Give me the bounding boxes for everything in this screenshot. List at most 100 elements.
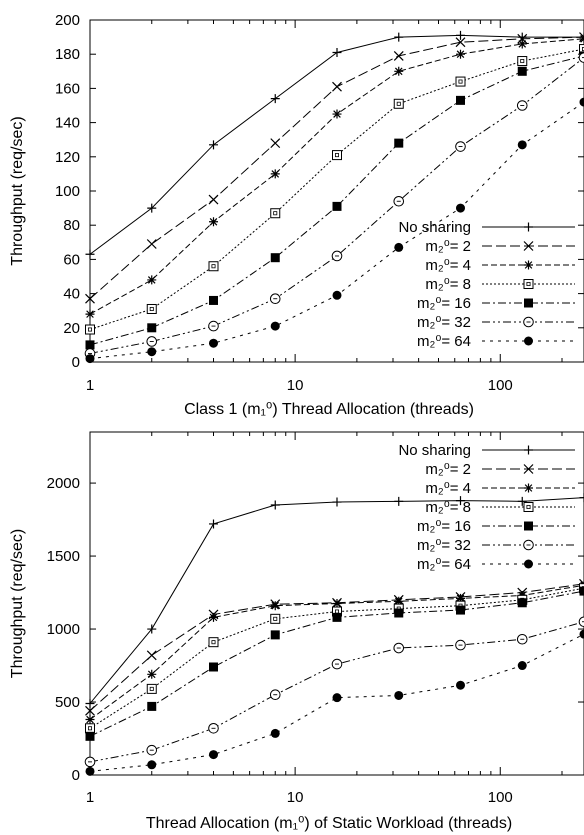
series-4 [85, 51, 584, 350]
data-point [456, 203, 465, 213]
data-point [270, 208, 281, 219]
data-point [456, 30, 465, 40]
series-6 [85, 629, 584, 776]
y-tick-label: 100 [55, 183, 80, 200]
data-point-inner [149, 306, 154, 311]
series-line [90, 633, 584, 772]
data-point [517, 140, 527, 150]
data-point-inner [458, 79, 463, 84]
data-point [147, 760, 157, 770]
y-tick-label: 500 [55, 694, 80, 711]
legend-marker [524, 559, 533, 569]
data-point [517, 56, 528, 67]
data-point [456, 593, 465, 603]
y-tick-label: 120 [55, 149, 80, 166]
series-2 [85, 580, 584, 725]
data-point-inner [520, 59, 525, 64]
series-0 [85, 493, 584, 708]
data-point [394, 596, 404, 606]
data-point [517, 661, 527, 671]
data-point [147, 323, 157, 333]
x-tick-label: 100 [488, 377, 513, 394]
legend-marker [523, 502, 534, 512]
data-point [85, 731, 95, 741]
data-point [147, 669, 157, 679]
series-line [90, 48, 584, 330]
data-point [578, 52, 584, 63]
data-point [85, 705, 95, 716]
data-point [209, 338, 218, 348]
y-tick-label: 2000 [47, 475, 80, 492]
data-point [209, 519, 218, 529]
legend-label: m₂⁰= 4 [425, 257, 471, 274]
series-5 [84, 616, 584, 768]
top-chart: 0 20 40 60 80 100 120 140 160 180 200 1 10 100 Class 1… [9, 12, 584, 418]
data-point [270, 601, 280, 611]
series-line [90, 38, 584, 315]
legend-label: No sharing [398, 442, 471, 459]
y-tick-label: 80 [63, 217, 80, 234]
series-line [90, 34, 584, 255]
data-point [146, 239, 157, 249]
legend: No sharing m₂⁰= 2 m₂⁰= 4 m₂⁰= 8 m₂⁰= 16 m₂⁰= … [398, 219, 575, 350]
data-point [85, 698, 95, 708]
data-point [85, 309, 95, 319]
legend: No sharing m₂⁰= 2 m₂⁰= 4 m₂⁰= 8 m₂⁰= 16 m₂⁰= … [398, 442, 575, 573]
data-point [85, 249, 95, 259]
data-point [579, 44, 584, 55]
series-line [90, 55, 584, 346]
data-point [332, 109, 342, 119]
data-point [579, 629, 584, 639]
data-point [270, 253, 280, 263]
data-point [394, 608, 404, 618]
data-point [394, 138, 404, 148]
series-1 [85, 32, 584, 304]
data-point [455, 37, 466, 48]
data-point [579, 32, 584, 43]
series-2 [85, 34, 584, 319]
data-point-inner [88, 327, 93, 332]
series-4 [85, 586, 584, 741]
data-point [517, 598, 527, 608]
data-point [208, 261, 219, 272]
data-point-inner [149, 686, 154, 691]
x-tick-label: 10 [287, 789, 304, 806]
legend-marker-inner [526, 281, 531, 286]
series-0 [85, 30, 584, 259]
y-tick-label: 1500 [47, 548, 80, 565]
data-point [208, 194, 219, 205]
x-tick-label: 1 [86, 377, 94, 394]
data-point [394, 496, 404, 506]
legend-label: m₂⁰= 16 [417, 295, 471, 312]
data-point [209, 612, 218, 622]
data-point [85, 324, 95, 335]
series-line [90, 621, 584, 763]
series-3 [85, 44, 584, 335]
data-point-inner [334, 153, 339, 158]
data-point [332, 47, 342, 57]
data-point [270, 94, 280, 104]
legend-label: m₂⁰= 2 [425, 238, 471, 255]
data-point-inner [273, 211, 278, 216]
y-tick-label: 160 [55, 80, 80, 97]
data-point [394, 66, 404, 76]
data-point [85, 723, 95, 734]
x-axis-label: Thread Allocation (m₁⁰) of Static Worklo… [146, 815, 512, 832]
data-point [147, 701, 157, 711]
x-tick-label: 1 [86, 789, 94, 806]
data-point [332, 599, 342, 608]
legend-label: m₂⁰= 64 [417, 556, 471, 573]
data-point [517, 39, 527, 49]
data-point [209, 140, 218, 150]
legend-marker-inner [526, 504, 531, 509]
legend-label: m₂⁰= 8 [425, 499, 471, 516]
data-point [147, 624, 157, 634]
data-point [456, 49, 465, 59]
data-point [85, 340, 95, 350]
data-point [332, 201, 342, 211]
data-point [394, 32, 404, 42]
legend-marker [524, 483, 533, 493]
data-point [85, 354, 95, 364]
data-point [517, 496, 527, 506]
